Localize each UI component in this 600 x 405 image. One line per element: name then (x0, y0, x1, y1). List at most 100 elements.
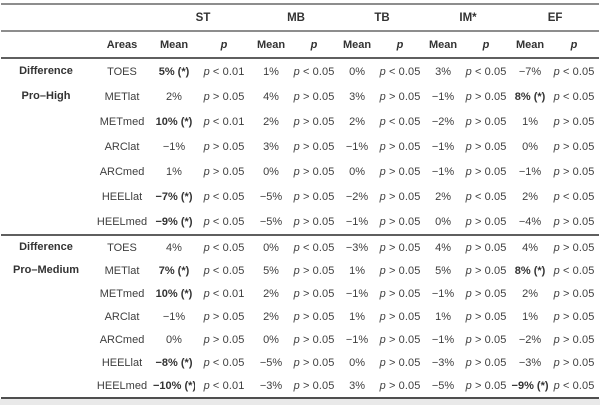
mean-cell: 4% (263, 90, 279, 103)
p-value-cell: p < 0.05 (293, 65, 335, 78)
mean-cell: 1% (263, 65, 279, 78)
mean-cell: 3% (349, 379, 365, 392)
mean-header-ef: Mean (511, 31, 550, 59)
table-row-heelmed: HEELmed −10% (*) p < 0.01 −3% p > 0.05 3% p > … (1, 374, 599, 399)
mean-cell: 2% (263, 310, 279, 323)
p-value-cell: p < 0.01 (203, 379, 245, 392)
mean-cell: −3% (518, 356, 542, 369)
mean-cell: 2% (349, 115, 365, 128)
p-value-cell: p > 0.05 (553, 241, 595, 254)
mean-cell: −3% (259, 379, 283, 392)
p-value-cell: p > 0.05 (203, 333, 245, 346)
mean-cell: 3% (263, 140, 279, 153)
mean-cell: −1% (431, 90, 455, 103)
p-value-cell: p < 0.01 (203, 65, 245, 78)
mean-cell: 8% (*) (514, 264, 546, 277)
area-label: METmed (99, 115, 145, 128)
results-table: ST MB TB IM* EF Areas Mean p Mean p Mean p Mean p Me… (1, 3, 600, 400)
p-value-cell: p > 0.05 (379, 333, 421, 346)
p-value-cell: p > 0.05 (465, 356, 507, 369)
condition-header-st: ST (153, 4, 254, 32)
mean-cell: −10% (*) (153, 379, 195, 392)
mean-cell: 1% (349, 264, 365, 277)
p-value-cell: p < 0.05 (195, 209, 254, 236)
p-value-cell: p > 0.05 (465, 287, 507, 300)
area-label: ARCmed (99, 333, 145, 346)
mean-cell: −1% (431, 333, 455, 346)
mean-cell: −1% (339, 209, 376, 236)
condition-header-tb: TB (339, 4, 426, 32)
p-header-tb: p (375, 31, 426, 59)
p-value-cell: p < 0.05 (203, 356, 245, 369)
table-row-metlat: METlat 7% (*) p < 0.05 5% p > 0.05 1% p > 0.05… (1, 259, 599, 282)
p-value-cell: p > 0.05 (379, 165, 421, 178)
table-row-arclat: ARClat −1% p > 0.05 3% p > 0.05 −1% p > 0.05 −1… (1, 134, 599, 159)
p-value-cell: p < 0.05 (553, 90, 595, 103)
p-value-cell: p > 0.05 (549, 209, 600, 236)
p-value-cell: p > 0.05 (293, 90, 335, 103)
mean-cell: 5% (263, 264, 279, 277)
mean-cell: −5% (259, 356, 283, 369)
mean-cell: −3% (431, 356, 455, 369)
mean-cell: 8% (*) (514, 90, 546, 103)
mean-cell: 0% (263, 241, 279, 254)
p-header-ef: p (549, 31, 600, 59)
area-label: ARClat (104, 140, 140, 153)
mean-cell: −1% (431, 287, 455, 300)
mean-cell: 1% (166, 165, 182, 178)
p-value-cell: p < 0.05 (553, 190, 595, 203)
mean-cell: 1% (522, 310, 538, 323)
p-value-cell: p > 0.05 (465, 115, 507, 128)
mean-cell: 4% (166, 241, 182, 254)
group-label-line: Difference (19, 65, 73, 77)
mean-cell: 10% (*) (155, 115, 193, 128)
mean-cell: −5% (431, 379, 455, 392)
p-value-cell: p < 0.05 (203, 241, 245, 254)
p-value-cell: p > 0.05 (553, 310, 595, 323)
mean-header-im: Mean (425, 31, 462, 59)
area-label: ARClat (104, 310, 140, 323)
area-label: HEELlat (101, 356, 143, 369)
p-value-cell: p > 0.05 (293, 165, 335, 178)
table-row-toes: Difference Pro–High TOES 5% (*) p < 0.01 1% p … (1, 58, 599, 236)
p-value-cell: p < 0.05 (465, 190, 507, 203)
mean-cell: −9% (*) (153, 209, 195, 236)
p-value-cell: p > 0.05 (293, 190, 335, 203)
mean-cell: 0% (166, 333, 182, 346)
mean-cell: 4% (522, 241, 538, 254)
p-value-cell: p > 0.05 (465, 264, 507, 277)
mean-cell: −2% (518, 333, 542, 346)
p-value-cell: p > 0.05 (379, 241, 421, 254)
p-value-cell: p < 0.05 (203, 264, 245, 277)
mean-cell: 2% (263, 287, 279, 300)
column-header-row: Areas Mean p Mean p Mean p Mean p Mean p (1, 31, 600, 59)
corner-spacer (1, 4, 153, 32)
mean-cell: −2% (431, 115, 455, 128)
p-value-cell: p > 0.05 (379, 190, 421, 203)
group-label-line: Pro–Medium (12, 264, 79, 276)
mean-cell: 1% (522, 115, 538, 128)
condition-header-mb: MB (253, 4, 340, 32)
mean-cell: 3% (349, 90, 365, 103)
p-value-cell: p > 0.05 (203, 90, 245, 103)
p-value-cell: p > 0.05 (465, 140, 507, 153)
p-value-cell: p > 0.05 (379, 264, 421, 277)
mean-cell: 1% (349, 310, 365, 323)
p-value-cell: p > 0.05 (553, 287, 595, 300)
p-value-cell: p < 0.05 (293, 241, 335, 254)
mean-cell: −5% (259, 190, 283, 203)
mean-cell: 2% (522, 287, 538, 300)
table-row-metlat: METlat 2% p > 0.05 4% p > 0.05 3% p > 0.05 −1% p… (1, 84, 599, 109)
p-value-cell: p < 0.05 (379, 115, 421, 128)
p-value-cell: p < 0.05 (553, 379, 595, 392)
mean-cell: 2% (435, 190, 451, 203)
p-value-cell: p > 0.05 (553, 140, 595, 153)
mean-cell: 5% (*) (158, 65, 190, 78)
p-value-cell: p > 0.05 (293, 379, 335, 392)
p-value-cell: p < 0.01 (203, 115, 245, 128)
p-header-mb: p (289, 31, 340, 59)
p-value-cell: p > 0.05 (293, 356, 335, 369)
mean-header-tb: Mean (339, 31, 376, 59)
mean-cell: 0% (349, 65, 365, 78)
